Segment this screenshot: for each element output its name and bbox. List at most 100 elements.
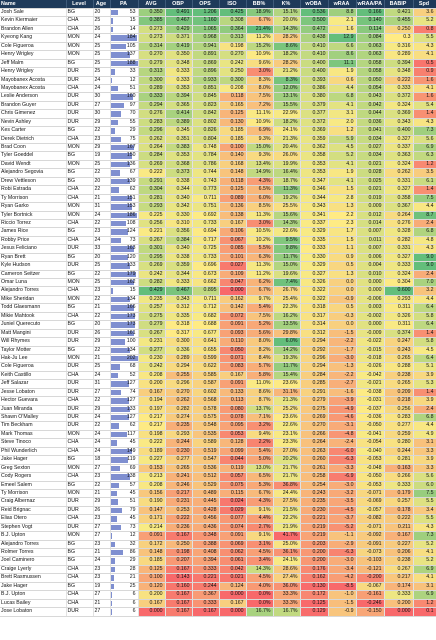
cell-bb-pct: 6.7% (246, 286, 274, 296)
table-row: Phil Wunderlich CHA 24 149 0.189 0.230 0.519 0.… (0, 447, 436, 457)
cell-wraa-pa: -0.026 (356, 362, 385, 372)
col-header-pa[interactable]: PA (110, 0, 139, 9)
col-header-babip[interactable]: BABIP (384, 0, 414, 9)
cell-spd: 1.4 (413, 388, 436, 398)
col-header-ops[interactable]: OPS (192, 0, 220, 9)
cell-obp: 0.318 (165, 320, 193, 330)
pa-value: 79 (129, 506, 136, 513)
cell-obp: 0.160 (165, 582, 193, 592)
cell-bb-pct: 8.6% (246, 388, 274, 398)
cell-level: CHA (66, 84, 94, 94)
cell-wraa-pa: -0.040 (356, 447, 385, 457)
table-row: Joel Caminero BG 24 29 0.185 0.207 0.394 0.061 3… (0, 556, 436, 566)
cell-name: Robby Price (0, 236, 67, 246)
col-header-bb-pct[interactable]: BB% (246, 0, 274, 9)
cell-wraa: 8.8 (328, 8, 357, 18)
cell-age: 25 (93, 362, 111, 372)
cell-bb-pct: 6.7% (246, 16, 274, 26)
table-row: Juniel Querecuto BG 20 173 0.279 0.318 0.688 0.… (0, 320, 436, 330)
cell-k-pct: 22.6% (273, 227, 301, 237)
cell-level: DUR (66, 497, 94, 507)
cell-spd: 4.3 (413, 244, 436, 254)
pa-value: 15 (129, 17, 136, 24)
cell-avg: 0.270 (138, 50, 166, 60)
col-header-wraa-pa[interactable]: wRAA/PA (356, 0, 385, 9)
cell-woba: 0.438 (300, 33, 329, 43)
pa-value: 149 (126, 447, 136, 454)
cell-wraa: -1.6 (328, 388, 357, 398)
col-header-obp[interactable]: OBP (165, 0, 193, 9)
table-row: Ty Morrison CHA 21 151 0.281 0.340 0.711 0.089 6… (0, 194, 436, 204)
col-header-name[interactable]: Name (0, 0, 67, 9)
cell-avg: 0.275 (138, 312, 166, 322)
cell-spd: 0.5 (413, 59, 436, 69)
cell-wraa-pa: 0.050 (356, 76, 385, 85)
cell-pa: 28 (110, 565, 139, 575)
cell-avg: 0.200 (138, 590, 166, 600)
cell-k-pct: 9.8% (273, 244, 301, 254)
col-header-iso[interactable]: ISO (219, 0, 247, 9)
cell-age: 24 (93, 84, 111, 94)
cell-obp: 0.294 (165, 362, 193, 372)
cell-name: Jose Lobaton (0, 607, 67, 617)
cell-obp: 0.265 (165, 464, 193, 474)
table-row: Cole Figueroa DUR 25 68 0.242 0.294 0.622 0.083… (0, 362, 436, 372)
cell-wraa: -8.5 (328, 582, 357, 592)
cell-wraa: -2.9 (328, 540, 357, 550)
cell-wraa-pa: 0.025 (356, 177, 385, 187)
cell-age: 31 (93, 379, 111, 389)
cell-babip: 0.324 (384, 101, 414, 111)
cell-woba: 0.372 (300, 118, 329, 128)
table-row: Craige Lyerly CHA 23 28 0.125 0.167 0.333 0.042… (0, 565, 436, 575)
cell-wraa: 12.9 (328, 33, 357, 43)
cell-spd: 9.0 (413, 253, 436, 263)
col-header-woba[interactable]: wOBA (300, 0, 329, 9)
cell-name: Mark Thomas (0, 430, 67, 440)
cell-babip: 0.266 (384, 472, 414, 482)
col-header-spd[interactable]: Spd (413, 0, 436, 9)
cell-obp: 0.365 (165, 101, 193, 111)
cell-pa: 105 (110, 42, 139, 52)
cell-level: DUR (66, 413, 94, 423)
cell-babip: 0.247 (384, 337, 414, 347)
col-header-age[interactable]: Age (93, 0, 111, 9)
cell-wraa-pa: 0.000 (356, 278, 385, 288)
cell-babip: 0.348 (384, 67, 414, 77)
cell-name: Taylor Motter (0, 346, 67, 355)
cell-level: CHA (66, 135, 94, 145)
cell-avg: 0.385 (138, 16, 166, 26)
table-row: Jesse Lobaton DUR 27 74 0.167 0.270 0.602 0.133… (0, 388, 436, 398)
cell-babip: 0.3 (384, 33, 414, 43)
cell-pa: 136 (110, 160, 139, 170)
cell-level: MON (66, 295, 94, 305)
cell-obp: 0.167 (165, 599, 193, 609)
cell-wraa-pa: -0.009 (356, 329, 385, 339)
cell-bb-pct: 5.2% (246, 320, 274, 330)
col-header-avg[interactable]: AVG (138, 0, 166, 9)
cell-iso: 0.109 (219, 270, 247, 280)
pa-value: 62 (129, 422, 136, 429)
cell-k-pct: 13.5% (273, 320, 301, 330)
cell-iso: 0.074 (219, 523, 247, 533)
cell-spd: 5.5 (413, 514, 436, 524)
cell-woba: 0.269 (300, 413, 329, 423)
cell-age: 25 (93, 278, 111, 288)
cell-spd: 4.4 (413, 421, 436, 431)
table-row: Stephen Vogt DUR 27 73 0.214 0.236 0.436 0.074 2… (0, 523, 436, 533)
cell-woba: 0.296 (300, 354, 329, 364)
cell-name: James Rice (0, 227, 67, 237)
pa-value: 127 (126, 414, 136, 420)
cell-wraa: 6.6 (328, 42, 357, 52)
col-header-wraa[interactable]: wRAA (328, 0, 357, 9)
cell-age: 20 (93, 320, 111, 330)
cell-bb-pct: 9.7% (246, 295, 274, 305)
cell-ops: 0.408 (192, 548, 220, 558)
table-row: Jose Lobaton DUR 27 6 0.000 0.167 0.167 0.000 16… (0, 607, 436, 617)
cell-avg: 0.091 (138, 531, 166, 541)
cell-level: DUR (66, 523, 94, 533)
col-header-k-pct[interactable]: K% (273, 0, 301, 9)
pa-value: 119 (127, 456, 136, 463)
col-header-level[interactable]: Level (66, 0, 94, 9)
cell-age: 29 (93, 337, 111, 347)
cell-pa: 45 (110, 489, 139, 499)
